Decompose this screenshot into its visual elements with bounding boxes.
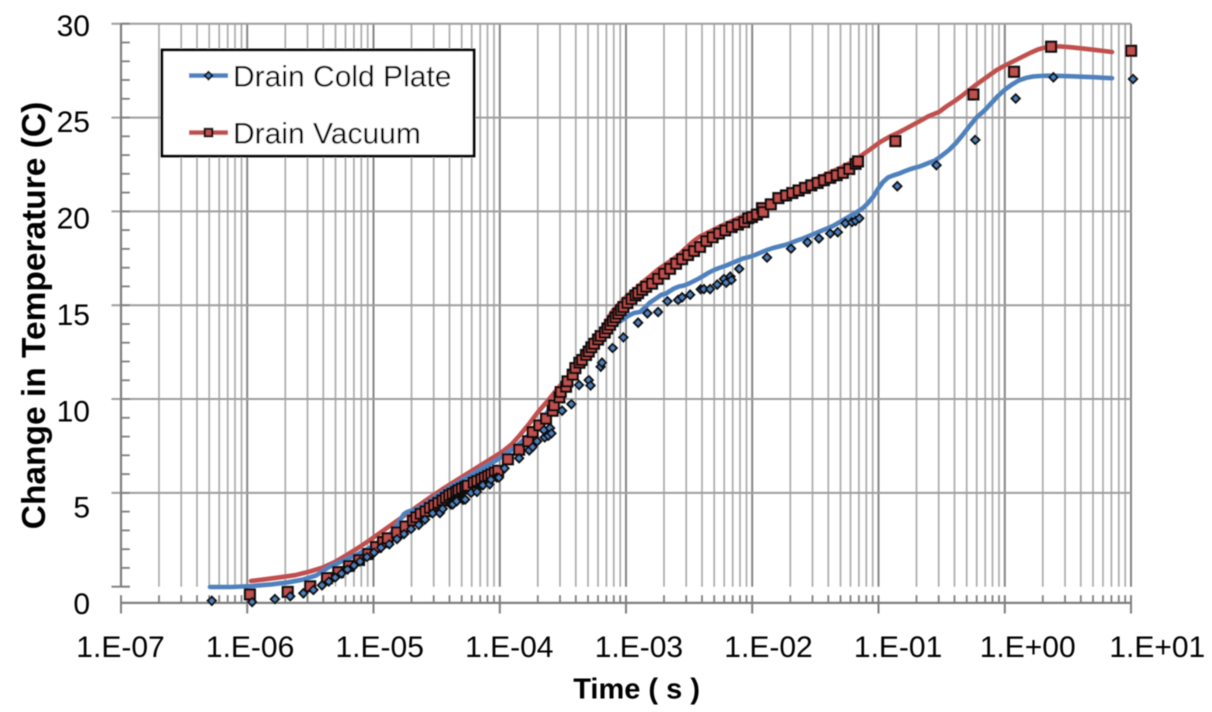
svg-text:Drain Vacuum: Drain Vacuum [233,117,421,150]
svg-text:20: 20 [57,203,90,236]
svg-text:0: 0 [73,588,90,621]
svg-text:1.E-02: 1.E-02 [724,631,812,664]
svg-text:1.E-07: 1.E-07 [76,631,164,664]
svg-text:25: 25 [57,106,90,139]
svg-text:1.E-01: 1.E-01 [854,631,942,664]
svg-text:Drain Cold Plate: Drain Cold Plate [233,60,451,93]
svg-text:Change in Temperature (C): Change in Temperature (C) [16,102,53,530]
svg-text:10: 10 [57,395,90,428]
svg-text:15: 15 [57,299,90,332]
svg-text:1.E+01: 1.E+01 [1109,631,1205,664]
svg-text:Time ( s ): Time ( s ) [573,674,700,706]
svg-text:1.E-05: 1.E-05 [336,631,424,664]
svg-text:30: 30 [57,10,90,43]
svg-text:1.E-06: 1.E-06 [206,631,294,664]
svg-text:1.E-03: 1.E-03 [595,631,683,664]
svg-text:5: 5 [73,492,90,525]
svg-text:1.E+00: 1.E+00 [980,631,1076,664]
svg-text:1.E-04: 1.E-04 [465,631,553,664]
